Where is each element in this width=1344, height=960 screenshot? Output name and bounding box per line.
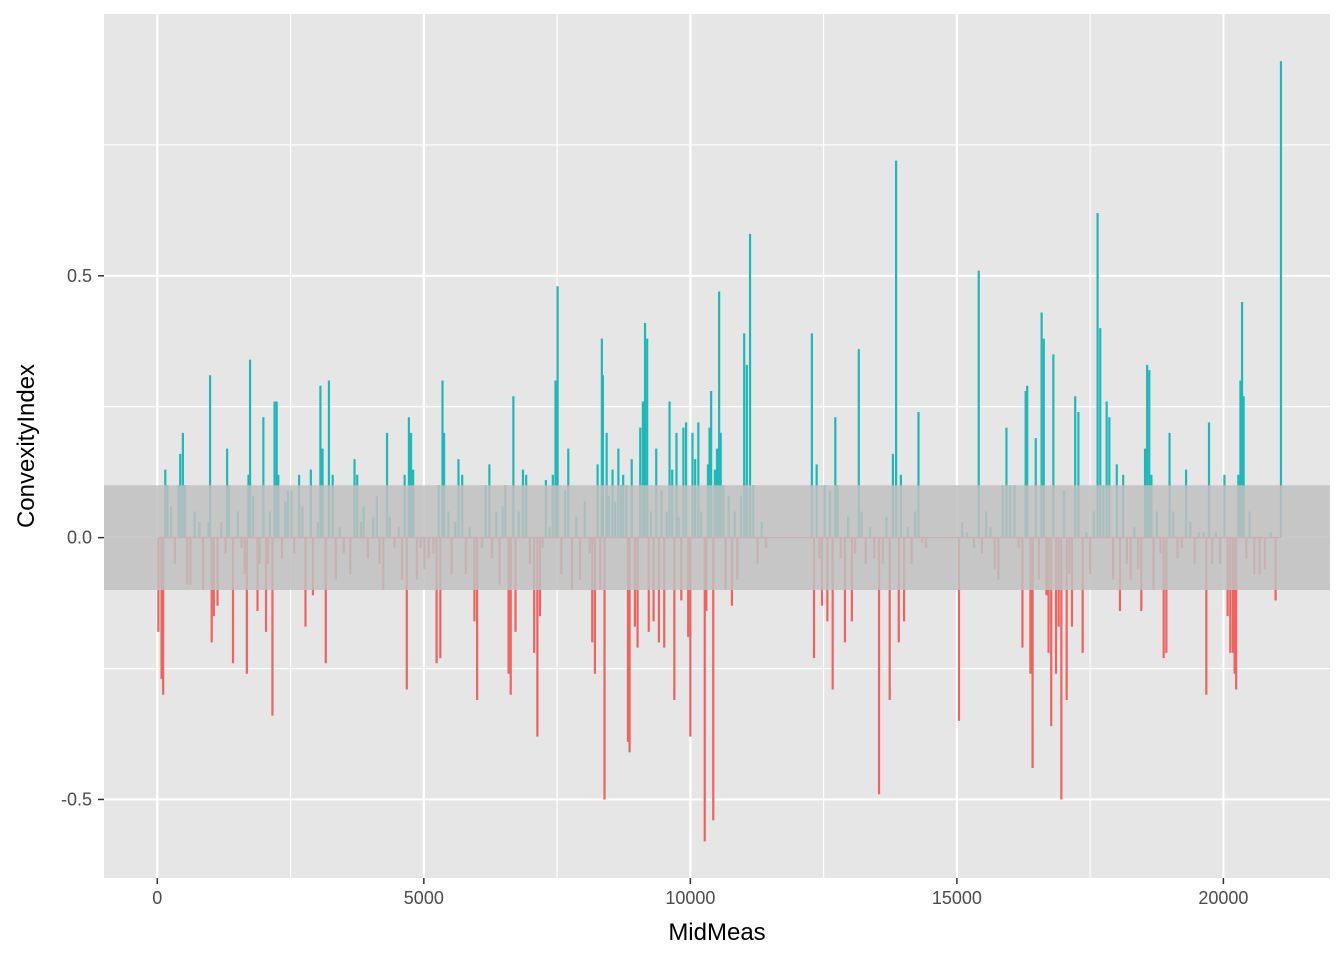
grid-major (104, 14, 1330, 878)
y-tick-label: 0.5 (67, 266, 92, 286)
neutral-band (104, 485, 1330, 590)
x-tick-label: 15000 (932, 888, 982, 908)
x-axis-ticks: 0 5000 10000 15000 20000 (152, 878, 1248, 908)
x-tick-label: 20000 (1198, 888, 1248, 908)
x-axis-title: MidMeas (668, 919, 765, 946)
y-tick-label: -0.5 (61, 789, 92, 809)
x-tick-label: 5000 (404, 888, 444, 908)
x-tick-label: 10000 (665, 888, 715, 908)
plot-panel (104, 14, 1330, 878)
y-tick-label: 0.0 (67, 528, 92, 548)
x-tick-label: 0 (152, 888, 162, 908)
y-axis-title: ConvexityIndex (13, 364, 40, 528)
grid-minor (104, 14, 1330, 878)
y-axis-ticks: -0.5 0.0 0.5 (61, 266, 104, 809)
